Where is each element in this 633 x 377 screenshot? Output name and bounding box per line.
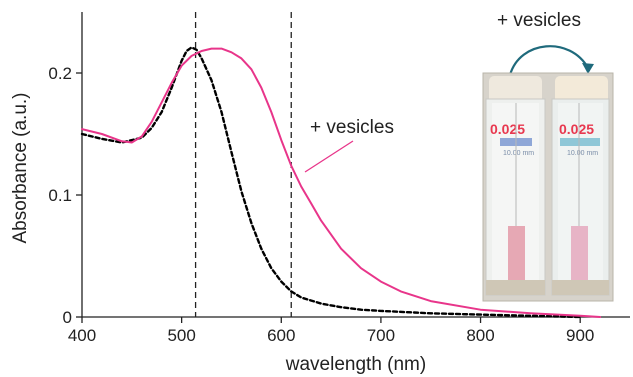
y-axis-title: Absorbance (a.u.) <box>10 92 31 243</box>
right-cuvette: 0.025 10.00 mm <box>551 76 610 296</box>
cuvette-inset: + vesicles 0.025 10.00 mm 0.025 10.00 mm <box>482 10 614 302</box>
x-tick-label: 500 <box>167 326 195 345</box>
inset-arrow <box>508 45 589 76</box>
y-tick-label: 0.1 <box>48 186 72 205</box>
svg-text:10.00 mm: 10.00 mm <box>503 150 534 157</box>
right-vial-liquid <box>571 226 588 280</box>
left-cuvette: 0.025 10.00 mm <box>485 76 546 296</box>
x-axis-title: wavelength (nm) <box>285 354 426 375</box>
series-annotation: + vesicles <box>304 117 394 173</box>
inset-arrow-label: + vesicles <box>497 10 581 31</box>
x-tick-label: 700 <box>367 326 395 345</box>
right-vial-label: 0.025 <box>559 121 594 137</box>
reference-lines <box>194 12 292 317</box>
annotation-leader-line <box>304 140 354 173</box>
series-line-reference <box>80 46 582 319</box>
left-vial-liquid <box>508 226 525 280</box>
x-tick-label: 800 <box>466 326 494 345</box>
y-tick-label: 0.2 <box>48 64 72 83</box>
series-line-vesicles <box>81 47 602 318</box>
series-layer <box>80 46 602 319</box>
inset-arrow-head <box>582 63 594 74</box>
plot-frame <box>81 12 630 318</box>
svg-text:10.00 mm: 10.00 mm <box>567 150 598 157</box>
x-tick-label: 400 <box>68 326 96 345</box>
series-annotation-text: + vesicles <box>310 117 394 138</box>
x-tick-label: 900 <box>566 326 594 345</box>
y-tick-label: 0 <box>63 308 72 327</box>
x-tick-label: 600 <box>267 326 295 345</box>
x-ticks: 400 500 600 700 800 900 <box>68 317 594 345</box>
left-vial-label: 0.025 <box>490 121 525 137</box>
y-ticks: 0 0.1 0.2 <box>48 64 82 327</box>
